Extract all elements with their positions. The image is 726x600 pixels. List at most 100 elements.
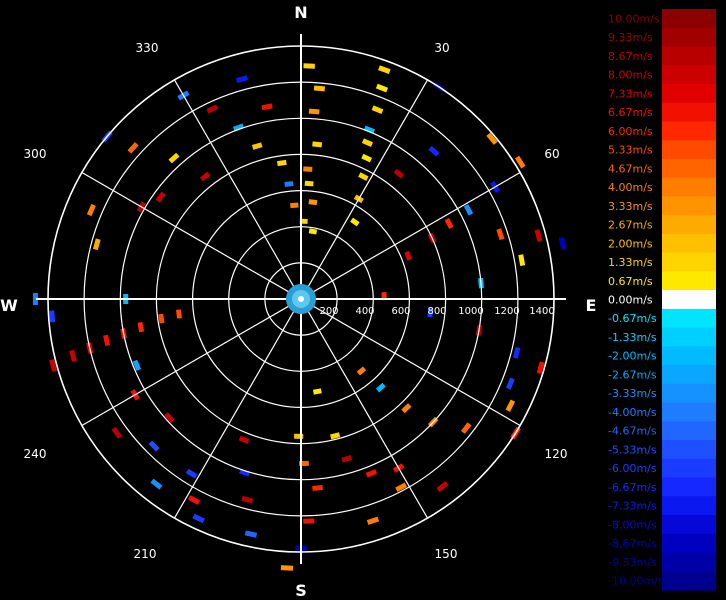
legend-swatch <box>662 158 716 179</box>
legend-swatch <box>662 9 716 29</box>
legend-label: -6.67m/s <box>608 481 657 494</box>
range-label-600: 600 <box>391 306 410 317</box>
radar-return <box>371 105 384 115</box>
radar-return <box>460 422 472 434</box>
radar-returns <box>32 63 567 571</box>
radar-return <box>199 171 211 182</box>
radar-return <box>358 172 369 181</box>
radar-return <box>404 250 413 261</box>
radar-return <box>239 468 251 477</box>
radar-return <box>363 125 375 134</box>
legend-label: -2.67m/s <box>608 369 657 382</box>
radar-return <box>427 307 434 318</box>
legend-label: -4.67m/s <box>608 425 657 438</box>
radar-return <box>393 168 405 179</box>
radar-return <box>512 346 521 359</box>
radar-return <box>395 482 408 493</box>
radar-return <box>238 435 250 444</box>
radar-return <box>185 468 198 479</box>
radar-return <box>304 180 314 187</box>
radar-return <box>463 204 474 216</box>
legend-swatch <box>662 271 716 291</box>
radar-return <box>127 142 139 154</box>
bearing-label-30: 30 <box>434 41 449 55</box>
radar-return <box>428 145 440 157</box>
radar-return <box>312 141 323 148</box>
legend-swatch <box>662 383 716 404</box>
legend-label: 7.33m/s <box>608 87 653 100</box>
legend-swatch <box>662 533 716 554</box>
radar-return <box>308 108 320 115</box>
legend-label: 8.67m/s <box>608 50 653 63</box>
radar-return <box>251 142 263 150</box>
legend-label: 3.33m/s <box>608 200 653 213</box>
legend-swatch <box>662 402 716 422</box>
legend-label: -4.00m/s <box>608 406 657 419</box>
bearing-label-330: 330 <box>136 41 159 55</box>
radar-return <box>365 469 378 478</box>
range-label-1200: 1200 <box>494 306 519 317</box>
legend-label: -2.00m/s <box>608 350 657 363</box>
radar-return <box>496 228 505 241</box>
radar-return <box>206 104 219 114</box>
range-label-1400: 1400 <box>529 306 554 317</box>
legend-label: 0.00m/s <box>608 294 653 307</box>
radar-return <box>244 530 258 538</box>
bearing-label-120: 120 <box>545 447 568 461</box>
legend-swatch <box>662 252 716 272</box>
radar-return <box>232 123 245 132</box>
bearing-label-210: 210 <box>134 547 157 561</box>
legend-label: -6.00m/s <box>608 462 657 475</box>
bearing-label-150: 150 <box>435 547 458 561</box>
radar-return <box>506 377 515 390</box>
radar-return <box>148 440 160 452</box>
legend-label: 8.00m/s <box>608 69 653 82</box>
radar-return <box>350 217 360 227</box>
legend-label: -1.33m/s <box>608 331 657 344</box>
radar-return <box>111 426 123 439</box>
radar-return <box>330 432 341 440</box>
range-label-200: 200 <box>319 306 338 317</box>
legend-swatch <box>662 46 716 66</box>
radar-return <box>49 310 56 323</box>
radar-return <box>436 481 449 492</box>
radar-return <box>375 83 389 93</box>
legend-label: -8.00m/s <box>608 518 657 531</box>
radar-origin <box>286 284 316 314</box>
radar-return <box>168 152 180 164</box>
legend-label: 2.00m/s <box>608 237 653 250</box>
legend-label: -10.00m/s <box>608 575 664 588</box>
bearing-line <box>303 79 429 294</box>
radar-return <box>505 399 516 412</box>
legend-swatch <box>662 496 716 516</box>
cardinal-e-label: E <box>586 296 597 315</box>
legend-swatch <box>662 290 716 310</box>
radar-return <box>103 334 111 347</box>
legend-label: 4.67m/s <box>608 162 653 175</box>
bearing-line <box>173 79 299 294</box>
radar-return <box>444 217 454 230</box>
legend-swatch <box>662 365 716 385</box>
radar-return <box>375 382 386 393</box>
bearing-line <box>81 301 296 427</box>
radar-return <box>514 155 526 169</box>
radar-return <box>132 359 141 371</box>
legend-swatch <box>662 215 716 235</box>
radar-return <box>49 359 58 372</box>
legend-label: -0.67m/s <box>608 312 657 325</box>
radar-return <box>192 513 205 524</box>
legend-label: 1.33m/s <box>608 256 653 269</box>
radar-return <box>366 516 380 525</box>
radar-return <box>361 138 373 147</box>
legend-label: -3.33m/s <box>608 387 657 400</box>
legend-label: -9.33m/s <box>608 556 657 569</box>
radar-return <box>312 388 322 395</box>
radar-return <box>290 202 299 209</box>
radar-return <box>32 293 38 305</box>
radar-return <box>261 103 273 111</box>
radar-return <box>361 153 373 163</box>
legend-label: -5.33m/s <box>608 443 657 456</box>
velocity-legend: 10.00m/s 9.33m/s 8.67m/s 8.00m/s 7.33m/s 6.67… <box>607 9 717 591</box>
legend-swatch <box>662 571 716 591</box>
cardinal-s-label: S <box>295 581 307 600</box>
